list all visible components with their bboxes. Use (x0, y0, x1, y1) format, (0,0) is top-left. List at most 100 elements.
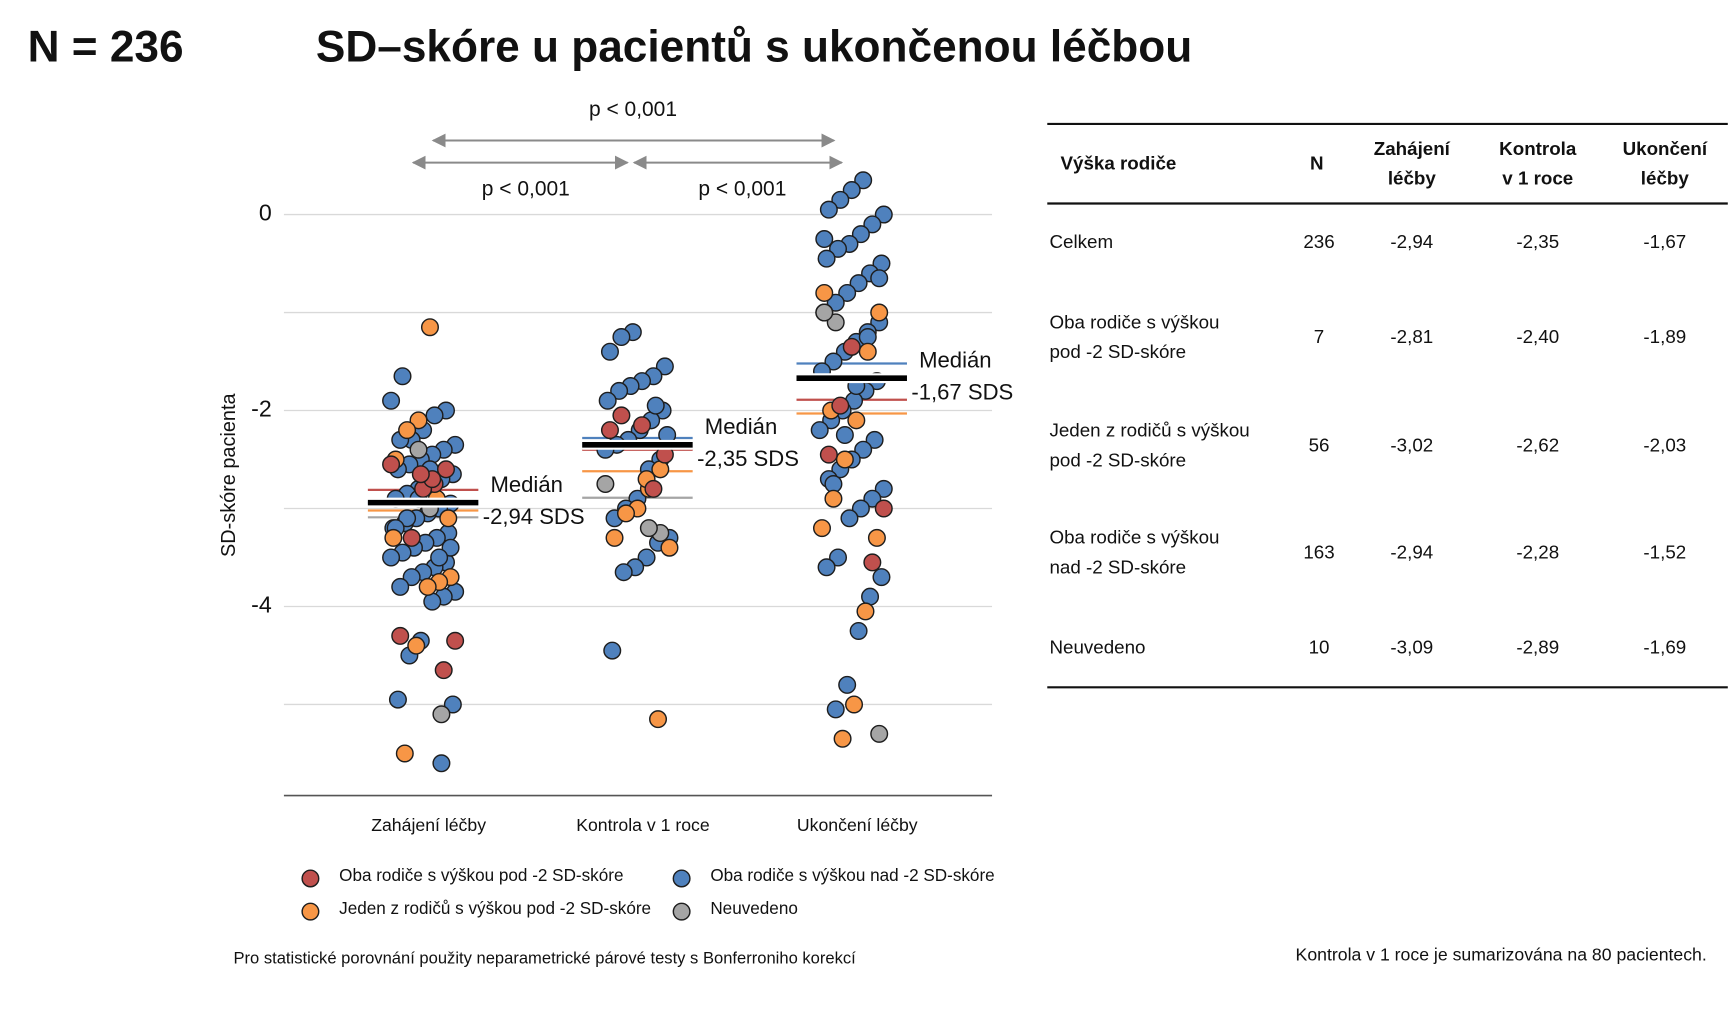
dot (382, 548, 401, 567)
dot (874, 205, 893, 224)
dot (835, 450, 854, 469)
dot (826, 293, 845, 312)
table-header: Ukončení (1623, 138, 1708, 159)
dot (870, 724, 889, 743)
dot (812, 519, 831, 538)
dot (391, 577, 410, 596)
legend-label: Oba rodiče s výškou nad -2 SD-skóre (710, 866, 994, 885)
dot (815, 283, 834, 302)
dot (847, 411, 866, 430)
table-cell: -2,03 (1643, 434, 1686, 455)
table-header: N (1310, 153, 1324, 174)
x-tick-label: Zahájení léčby (371, 815, 486, 835)
title: SD–skóre u pacientů s ukončenou léčbou (316, 23, 1192, 72)
dot (870, 303, 889, 322)
table-cell: 163 (1303, 542, 1334, 563)
legend-marker (301, 869, 320, 888)
dot (817, 558, 836, 577)
dot (865, 430, 884, 449)
table-cell: -2,94 (1390, 231, 1433, 252)
p-value: p < 0,001 (482, 178, 570, 201)
dot (819, 200, 838, 219)
median-value: -1,67 SDS (911, 379, 1013, 404)
dot (854, 440, 873, 459)
dot (382, 391, 401, 410)
dot (831, 190, 850, 209)
table-cell: -2,62 (1516, 434, 1559, 455)
table-cell: 7 (1314, 326, 1324, 347)
table-cell: -1,67 (1643, 231, 1686, 252)
dot (838, 283, 857, 302)
dot (874, 499, 893, 518)
legend-marker (301, 902, 320, 921)
dot (436, 460, 455, 479)
dot (407, 636, 426, 655)
dot (849, 274, 868, 293)
dot (610, 381, 629, 400)
median-label: Medián (919, 347, 991, 372)
dot (603, 641, 622, 660)
table-text: nad -2 SD-skóre (1049, 557, 1186, 578)
dot (863, 553, 882, 572)
table-header: Kontrola (1499, 138, 1577, 159)
dot (393, 367, 412, 386)
table-header: léčby (1641, 168, 1690, 189)
table-cell: -2,94 (1390, 542, 1433, 563)
dot (826, 700, 845, 719)
table-text: Neuvedeno (1049, 637, 1145, 658)
table-cell: 236 (1303, 231, 1334, 252)
footnote: Pro statistické porovnání použity nepara… (233, 948, 856, 967)
median-label: Medián (490, 472, 562, 497)
table-header: Zahájení (1374, 138, 1451, 159)
p-value: p < 0,001 (698, 178, 786, 201)
legend-label: Jeden z rodičů s výškou pod -2 SD-skóre (339, 899, 651, 918)
dot (817, 249, 836, 268)
dot (842, 181, 861, 200)
dot (870, 269, 889, 288)
dot (388, 690, 407, 709)
table-cell: -3,02 (1390, 434, 1433, 455)
dot (872, 568, 891, 587)
y-tick-label: -4 (251, 592, 272, 618)
dot (826, 313, 845, 332)
x-tick-label: Ukončení léčby (797, 815, 918, 835)
dot (632, 416, 652, 435)
dot (840, 509, 859, 528)
table-cell: -2,35 (1516, 231, 1559, 252)
dot (430, 548, 449, 567)
dot (600, 421, 619, 440)
dot (612, 406, 631, 425)
x-tick-label: Kontrola v 1 roce (576, 815, 710, 835)
dot (441, 538, 460, 557)
median-value: -2,94 SDS (483, 504, 585, 529)
dot (851, 225, 870, 244)
dot (614, 563, 633, 582)
dot (434, 661, 453, 680)
dot (639, 519, 658, 538)
dot (835, 426, 854, 445)
y-tick-label: -2 (251, 396, 272, 422)
dot (655, 357, 674, 376)
median-value: -2,35 SDS (697, 446, 799, 471)
legend-marker (672, 902, 691, 921)
dot (616, 504, 635, 523)
dot (432, 754, 451, 773)
dot (420, 318, 439, 337)
table-cell: -2,89 (1516, 637, 1559, 658)
dot (598, 391, 617, 410)
dot (858, 342, 877, 361)
dot (402, 528, 421, 547)
dot (612, 328, 631, 347)
table-text: Celkem (1049, 231, 1113, 252)
comparisons: p < 0,001 p < 0,001 p < 0,001 (411, 98, 844, 201)
table-cell: -1,69 (1643, 637, 1686, 658)
dot (829, 239, 848, 258)
dot (425, 406, 444, 425)
dot (644, 479, 663, 498)
dot (596, 475, 615, 494)
dot (409, 411, 428, 430)
table-header: Výška rodiče (1061, 153, 1177, 174)
dot (851, 499, 870, 518)
table-cell: -3,09 (1390, 637, 1433, 658)
